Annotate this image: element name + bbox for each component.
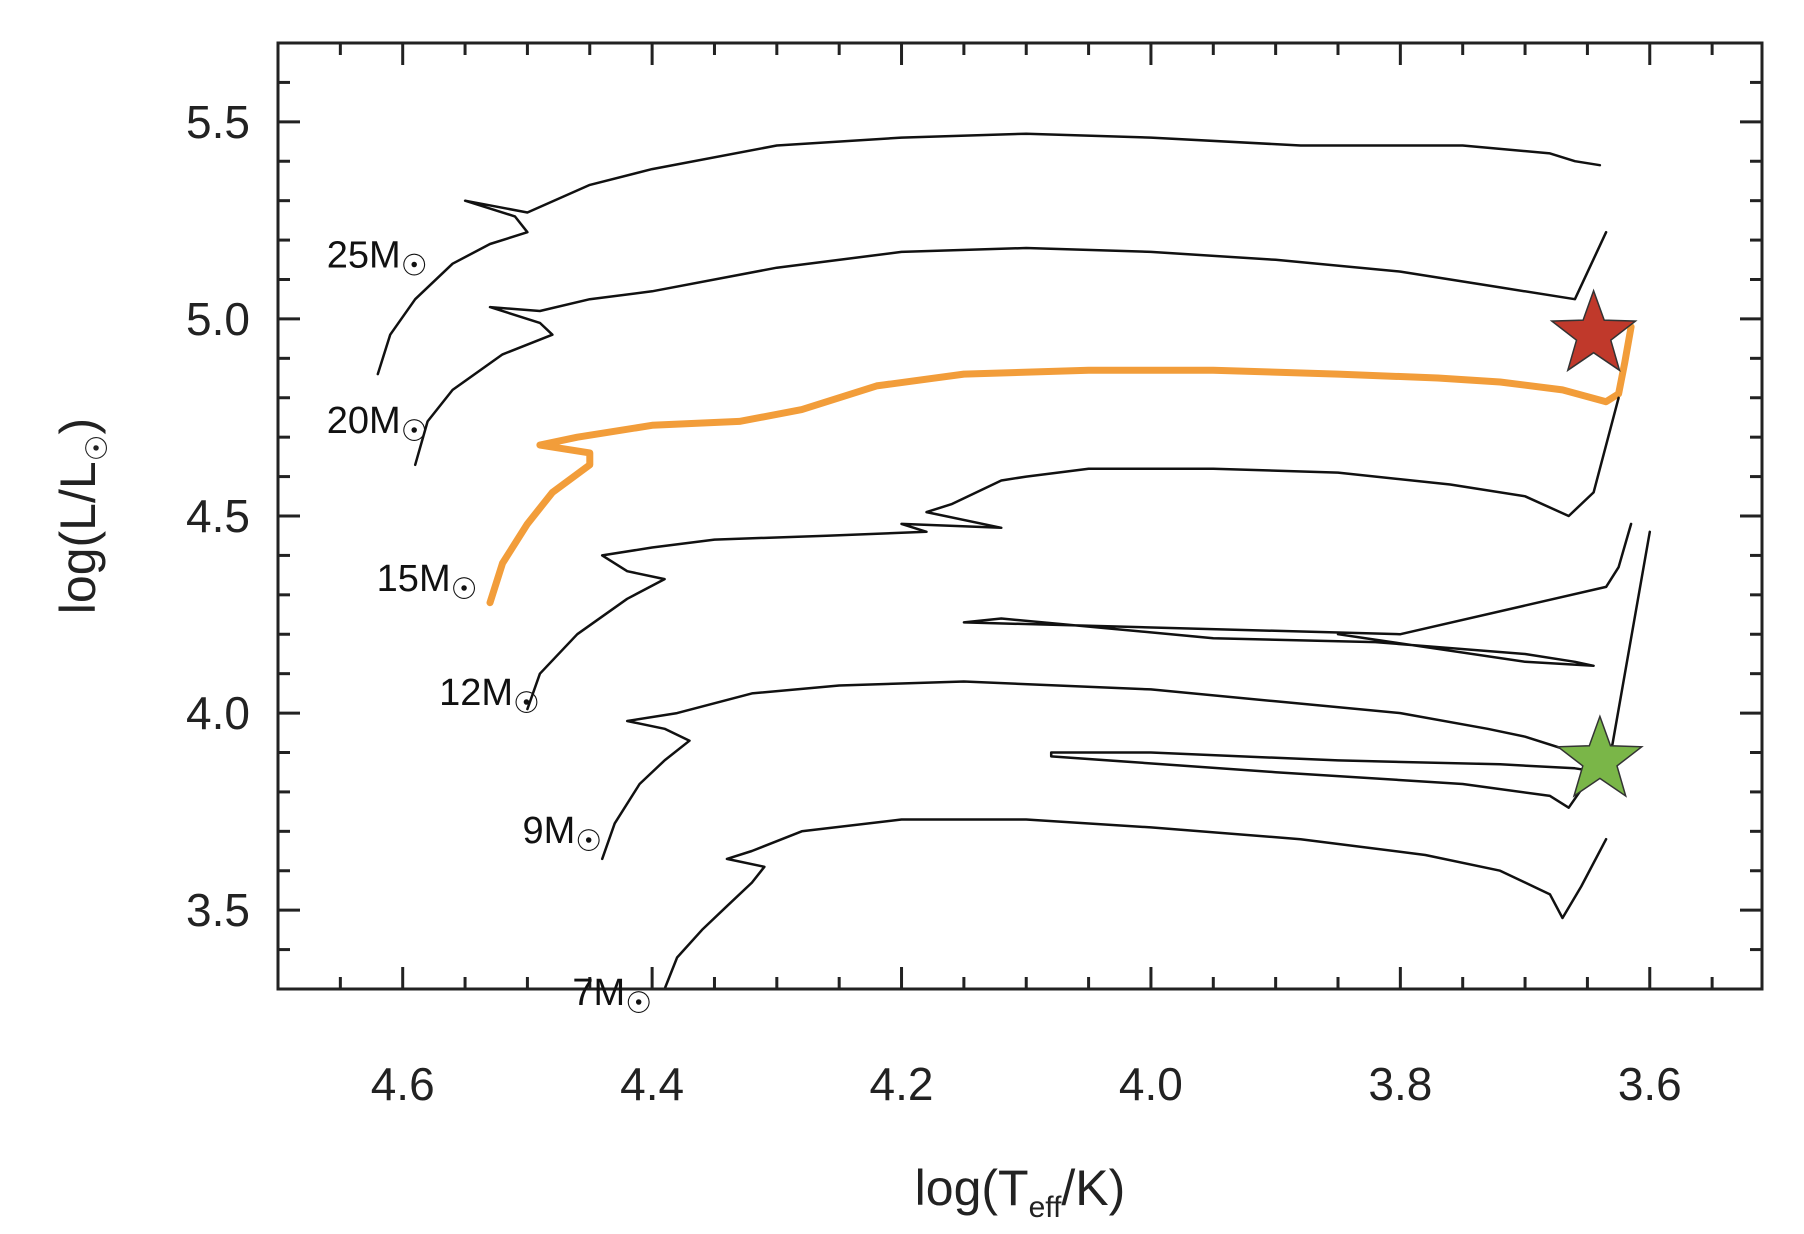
x-tick-label: 3.8 [1368,1058,1432,1110]
x-tick-label: 4.2 [870,1058,934,1110]
x-tick-label: 4.6 [371,1058,435,1110]
y-tick-label: 5.0 [186,293,250,345]
axis-ticks [276,41,1762,991]
x-tick-label: 3.6 [1618,1058,1682,1110]
y-tick-label: 4.5 [186,490,250,542]
green-star-marker [1555,714,1644,798]
track-label-7m: 7M☉ [572,972,652,1020]
track-9m [600,530,1652,861]
track-25m [376,132,1602,376]
track-7m [663,818,1608,991]
plot-frame [276,41,1764,991]
track-label-20m: 20M☉ [327,400,428,448]
evolutionary-tracks [376,132,1652,991]
track-12m-extra [962,522,1633,668]
y-tick-label: 5.5 [186,96,250,148]
track-label-15m: 15M☉ [377,558,478,606]
track-label-9m: 9M☉ [522,810,602,858]
track-labels: 25M☉ 20M☉ 15M☉ 12M☉ 9M☉ 7M☉ [327,235,652,1020]
x-tick-label: 4.4 [620,1058,684,1110]
axis-tick-labels: 4.6 4.4 4.2 4.0 3.8 3.6 3.5 4.0 4.5 5.0 5.5 [186,96,1682,1110]
track-label-25m: 25M☉ [327,235,428,283]
track-12m [526,396,1620,711]
red-star-marker [1549,288,1638,373]
y-tick-label: 3.5 [186,884,250,936]
star-markers [1549,288,1644,798]
y-axis-title: log(L/L☉) [50,418,114,614]
x-axis-title: log(Teff/K) [915,1160,1126,1224]
x-tick-label: 4.0 [1119,1058,1183,1110]
track-label-12m: 12M☉ [439,672,540,720]
track-highlighted-15m [486,323,1635,607]
track-20m [413,230,1608,467]
y-tick-label: 4.0 [186,687,250,739]
